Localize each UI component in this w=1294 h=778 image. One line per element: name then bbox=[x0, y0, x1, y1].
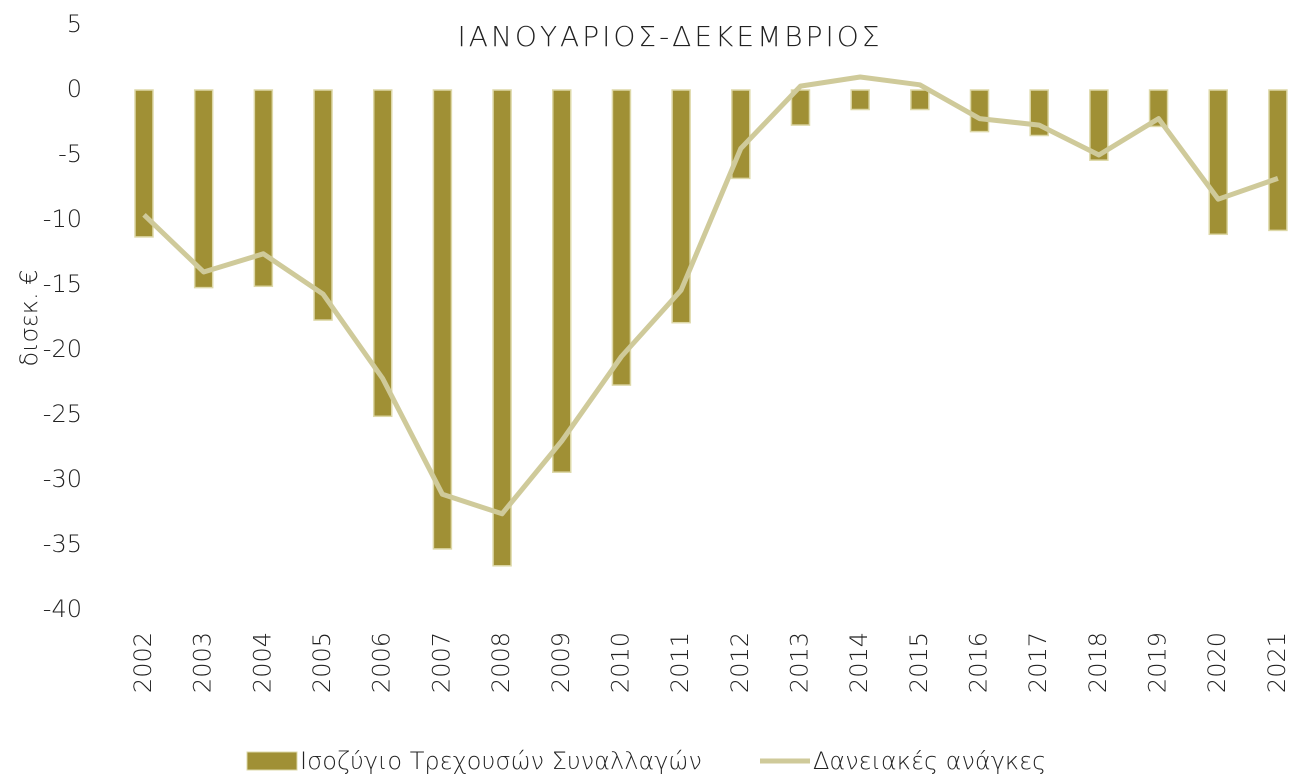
legend-label: Ισοζύγιο Τρεχουσών Συναλλαγών bbox=[300, 747, 702, 775]
x-tick-label: 2006 bbox=[368, 632, 396, 693]
x-tick-label: 2017 bbox=[1024, 632, 1052, 693]
x-tick-label: 2014 bbox=[845, 632, 873, 693]
x-tick-label: 2019 bbox=[1144, 632, 1172, 693]
bar bbox=[1089, 89, 1109, 161]
x-tick-label: 2007 bbox=[427, 632, 455, 693]
y-tick-label: -35 bbox=[43, 530, 82, 558]
bar bbox=[372, 89, 393, 418]
bar bbox=[1208, 89, 1228, 236]
y-tick-label: -20 bbox=[43, 335, 82, 363]
bar bbox=[850, 89, 870, 111]
y-tick-label: 0 bbox=[67, 75, 82, 103]
bar bbox=[552, 89, 572, 473]
x-tick-label: 2010 bbox=[606, 632, 634, 693]
y-tick-label: -40 bbox=[43, 595, 82, 623]
bar bbox=[1148, 89, 1169, 128]
x-tick-label: 2002 bbox=[129, 632, 157, 693]
x-tick-label: 2008 bbox=[487, 632, 515, 693]
bar bbox=[910, 89, 930, 111]
y-axis-label: δισεκ. € bbox=[15, 270, 43, 367]
bar bbox=[969, 89, 990, 133]
x-tick-label: 2013 bbox=[785, 632, 813, 693]
y-tick-label: -30 bbox=[43, 465, 82, 493]
bar bbox=[253, 89, 274, 288]
x-tick-label: 2021 bbox=[1263, 632, 1291, 693]
y-tick-label: -15 bbox=[43, 270, 82, 298]
bar bbox=[313, 89, 333, 321]
y-tick-label: 5 bbox=[67, 10, 82, 38]
y-tick-label: -10 bbox=[43, 205, 82, 233]
x-tick-label: 2018 bbox=[1084, 632, 1112, 693]
y-tick-label: -25 bbox=[43, 400, 82, 428]
bar bbox=[790, 89, 811, 126]
x-tick-label: 2003 bbox=[189, 632, 217, 693]
bar bbox=[193, 89, 214, 289]
x-tick-label: 2020 bbox=[1203, 632, 1231, 693]
bar bbox=[671, 89, 691, 324]
x-tick-label: 2015 bbox=[905, 632, 933, 693]
x-tick-label: 2004 bbox=[248, 632, 276, 693]
x-tick-label: 2016 bbox=[965, 632, 993, 693]
bar bbox=[1268, 89, 1288, 232]
x-tick-label: 2012 bbox=[726, 632, 754, 693]
line bbox=[142, 74, 1279, 517]
chart-title: ΙΑΝΟΥΑΡΙΟΣ-ΔΕΚΕΜΒΡΙΟΣ bbox=[458, 20, 883, 53]
legend-swatch bbox=[246, 751, 298, 771]
x-tick-label: 2009 bbox=[547, 632, 575, 693]
x-tick-label: 2005 bbox=[308, 632, 336, 693]
bar bbox=[611, 89, 632, 386]
bar bbox=[134, 89, 154, 238]
bar bbox=[432, 89, 453, 550]
legend-label: Δανειακές ανάγκες bbox=[813, 747, 1046, 775]
x-tick-label: 2011 bbox=[666, 632, 694, 693]
bar bbox=[492, 89, 512, 567]
y-tick-label: -5 bbox=[58, 140, 82, 168]
